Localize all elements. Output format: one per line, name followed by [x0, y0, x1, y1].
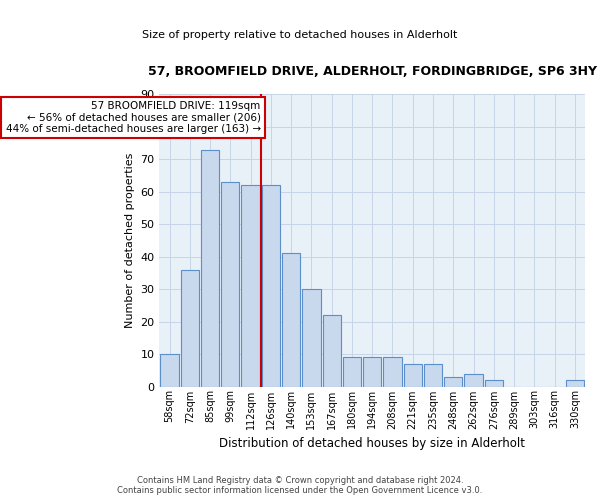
Bar	[444, 377, 463, 386]
Bar	[404, 364, 422, 386]
Bar	[302, 289, 320, 386]
Bar	[201, 150, 219, 386]
Bar	[485, 380, 503, 386]
Bar	[343, 358, 361, 386]
Bar	[160, 354, 179, 386]
Bar	[323, 315, 341, 386]
Bar	[262, 186, 280, 386]
Bar	[363, 358, 382, 386]
Text: 57 BROOMFIELD DRIVE: 119sqm
← 56% of detached houses are smaller (206)
44% of se: 57 BROOMFIELD DRIVE: 119sqm ← 56% of det…	[5, 101, 261, 134]
Bar	[383, 358, 401, 386]
Bar	[566, 380, 584, 386]
Bar	[241, 186, 260, 386]
Title: 57, BROOMFIELD DRIVE, ALDERHOLT, FORDINGBRIDGE, SP6 3HY: 57, BROOMFIELD DRIVE, ALDERHOLT, FORDING…	[148, 65, 597, 78]
Bar	[424, 364, 442, 386]
Y-axis label: Number of detached properties: Number of detached properties	[125, 153, 135, 328]
Bar	[464, 374, 482, 386]
X-axis label: Distribution of detached houses by size in Alderholt: Distribution of detached houses by size …	[219, 437, 525, 450]
Bar	[221, 182, 239, 386]
Text: Size of property relative to detached houses in Alderholt: Size of property relative to detached ho…	[142, 30, 458, 40]
Text: Contains HM Land Registry data © Crown copyright and database right 2024.
Contai: Contains HM Land Registry data © Crown c…	[118, 476, 482, 495]
Bar	[181, 270, 199, 386]
Bar	[282, 254, 300, 386]
